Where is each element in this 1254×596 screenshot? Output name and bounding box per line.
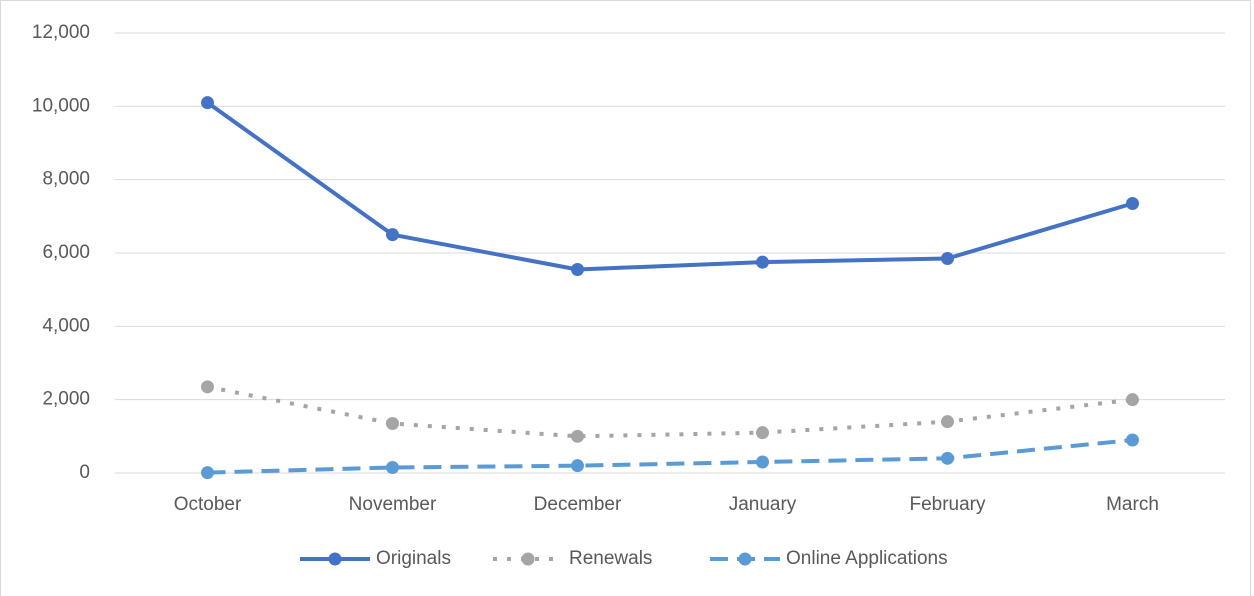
data-point	[941, 252, 954, 265]
data-point	[1126, 197, 1139, 210]
data-point	[1126, 433, 1139, 447]
data-point	[756, 426, 769, 440]
x-tick-label: February	[909, 494, 986, 515]
data-point	[941, 415, 954, 429]
data-point	[756, 455, 769, 469]
data-point	[201, 466, 214, 480]
y-tick-label: 6,000	[42, 242, 90, 263]
x-tick-label: December	[534, 494, 622, 515]
x-tick-label: March	[1106, 494, 1159, 515]
series-line	[207, 384, 1133, 439]
data-point	[386, 228, 399, 242]
y-tick-label: 0	[79, 462, 90, 483]
series-line	[206, 101, 1134, 272]
y-tick-label: 2,000	[42, 389, 90, 410]
legend-label: Online Applications	[786, 548, 948, 569]
legend-marker	[328, 552, 342, 566]
data-point	[201, 96, 214, 110]
series-line	[207, 438, 1133, 475]
x-tick-label: January	[729, 494, 797, 515]
y-tick-label: 10,000	[32, 95, 90, 116]
x-tick-label: November	[349, 494, 437, 515]
data-point	[571, 429, 584, 443]
data-point	[1126, 393, 1139, 407]
data-point	[756, 255, 769, 269]
x-tick-label: October	[174, 494, 242, 515]
data-point	[386, 461, 399, 474]
legend-label: Originals	[376, 548, 451, 569]
legend-marker	[738, 552, 752, 566]
data-point	[571, 459, 584, 473]
data-point	[201, 380, 214, 394]
data-point	[941, 451, 954, 465]
legend-marker	[521, 552, 535, 566]
legend-label: Renewals	[569, 548, 652, 569]
y-tick-label: 4,000	[42, 315, 90, 336]
y-tick-label: 12,000	[32, 22, 90, 43]
data-point	[571, 263, 584, 276]
y-tick-label: 8,000	[42, 169, 90, 190]
data-point	[386, 417, 399, 430]
